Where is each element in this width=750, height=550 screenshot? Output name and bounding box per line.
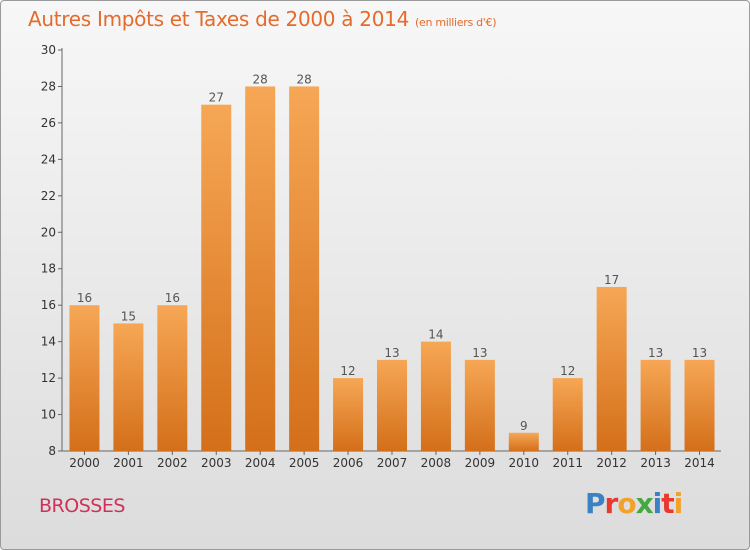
x-tick-label: 2002 (157, 456, 188, 470)
bar (684, 359, 715, 451)
x-tick-label: 2004 (245, 456, 276, 470)
bar (201, 104, 232, 451)
bar (333, 378, 364, 451)
logo-letter: r (604, 487, 619, 520)
x-tick-label: 2003 (201, 456, 232, 470)
data-label: 15 (121, 309, 136, 323)
x-tick-label: 2008 (421, 456, 452, 470)
y-tick-label: 10 (41, 408, 56, 422)
data-label: 12 (340, 364, 355, 378)
chart-title-text: Autres Impôts et Taxes de 2000 à 2014 (28, 7, 409, 31)
logo-letter: i (673, 487, 684, 520)
x-tick-label: 2014 (684, 456, 715, 470)
y-tick-label: 22 (41, 189, 56, 203)
logo-letter: P (585, 487, 606, 520)
bar (113, 323, 144, 451)
bar (377, 359, 407, 451)
data-label: 17 (604, 273, 619, 287)
bar (69, 305, 100, 451)
y-tick-label: 16 (41, 298, 56, 312)
y-tick-label: 8 (48, 444, 56, 458)
y-tick-label: 18 (41, 262, 56, 276)
bar (245, 86, 276, 452)
data-label: 28 (253, 72, 268, 86)
y-tick-label: 30 (41, 43, 56, 57)
axes: 8 10 12 14 16 18 20 22 24 26 28 30 2000 2001 2002 2003 2… (41, 43, 721, 470)
x-tick-label: 2010 (509, 456, 540, 470)
data-label: 13 (384, 346, 399, 360)
proxiti-logo: Proxiti (585, 487, 684, 520)
logo-letter: x (635, 487, 654, 520)
x-tick-label: 2000 (69, 456, 100, 470)
y-tick-label: 14 (41, 335, 56, 349)
y-tick-label: 24 (41, 152, 56, 166)
bar (464, 359, 495, 451)
data-label: 14 (428, 328, 443, 342)
x-tick-label: 2009 (465, 456, 496, 470)
bar (596, 286, 627, 451)
bar (157, 305, 188, 451)
data-label: 9 (520, 419, 528, 433)
data-labels: 16 15 16 27 28 28 12 13 14 13 9 12 17 13 13 (77, 72, 707, 432)
x-tick-label: 2005 (289, 456, 320, 470)
place-name: BROSSES (39, 495, 125, 517)
bar (420, 341, 451, 451)
x-tick-label: 2001 (113, 456, 144, 470)
x-tick-label: 2012 (596, 456, 627, 470)
x-tick-label: 2007 (377, 456, 408, 470)
bar (289, 86, 320, 452)
data-label: 13 (648, 346, 663, 360)
bar (640, 359, 671, 451)
logo-letter: i (652, 487, 663, 520)
y-tick-label: 28 (41, 79, 56, 93)
y-tick-label: 12 (41, 371, 56, 385)
x-tick-label: 2011 (552, 456, 583, 470)
data-label: 13 (692, 346, 707, 360)
bars (69, 86, 715, 452)
chart-subtitle: (en milliers d'€) (415, 16, 497, 29)
bar (552, 378, 583, 451)
data-label: 16 (77, 291, 92, 305)
x-tick-label: 2013 (640, 456, 671, 470)
chart-title: Autres Impôts et Taxes de 2000 à 2014 (en… (28, 7, 496, 31)
data-label: 28 (296, 72, 311, 86)
logo-letter: t (661, 487, 674, 520)
data-label: 12 (560, 364, 575, 378)
data-label: 13 (472, 346, 487, 360)
bar (508, 432, 539, 451)
y-tick-label: 26 (41, 116, 56, 130)
data-label: 16 (165, 291, 180, 305)
data-label: 27 (209, 91, 224, 105)
x-tick-label: 2006 (333, 456, 364, 470)
logo-letter: o (617, 487, 636, 520)
y-tick-label: 20 (41, 225, 56, 239)
